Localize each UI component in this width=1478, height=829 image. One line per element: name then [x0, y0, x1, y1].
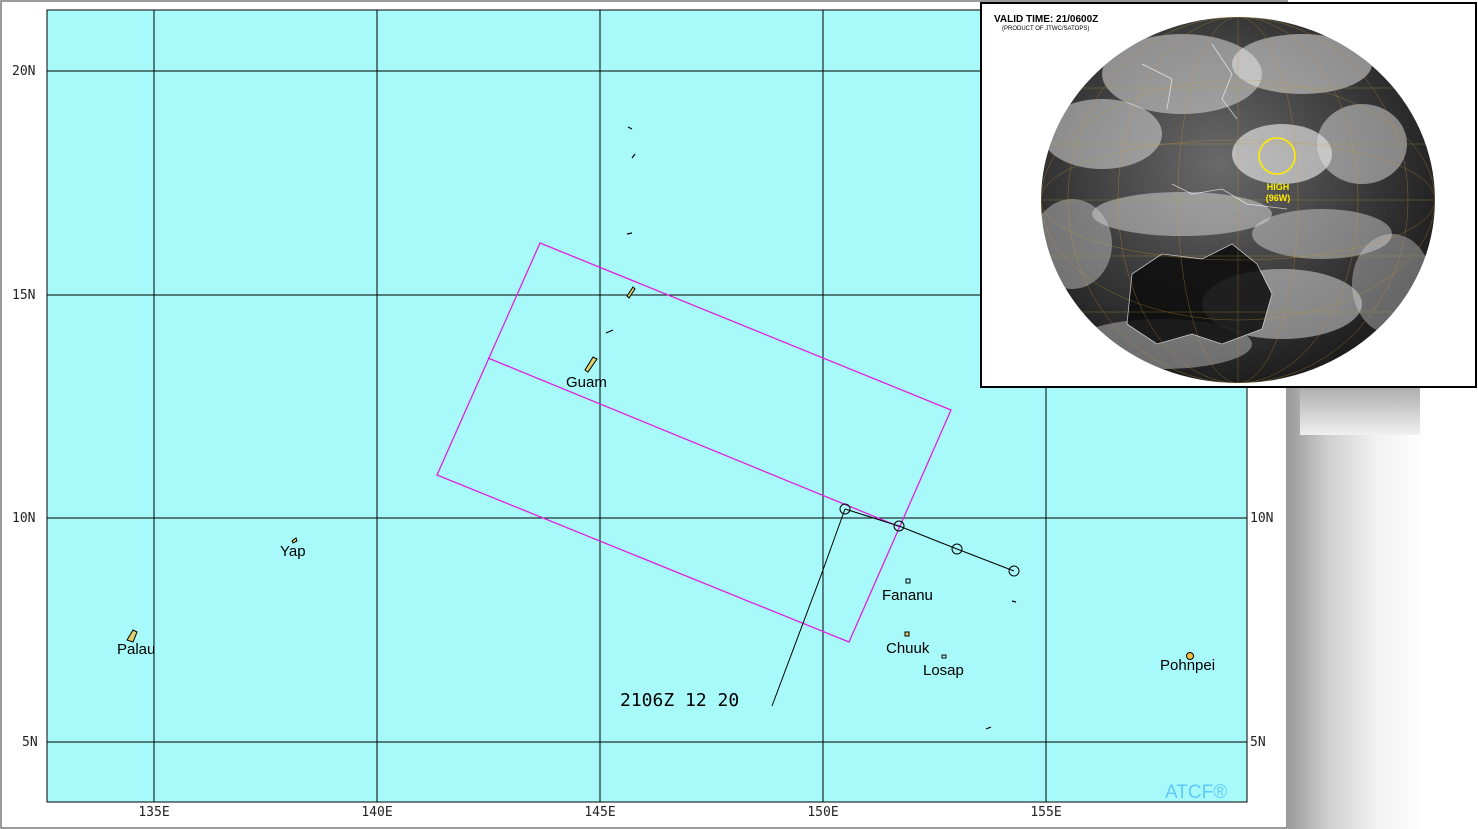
inset-drop-shadow-top — [1300, 385, 1420, 435]
track-point — [839, 503, 851, 515]
island-palau — [126, 629, 138, 643]
lat-label-right-10n: 10N — [1250, 511, 1273, 526]
place-label-losap: Losap — [923, 662, 964, 679]
island-mark — [631, 153, 636, 159]
inset-drop-shadow — [1288, 385, 1478, 829]
lon-label-145e: 145E — [584, 805, 615, 820]
valid-time-label: VALID TIME: 21/0600Z — [994, 14, 1099, 25]
island-guam — [584, 356, 598, 373]
invest-id-label: (96W) — [1266, 193, 1291, 203]
place-label-chuuk: Chuuk — [886, 640, 930, 657]
track-point — [1008, 565, 1020, 577]
lon-label-155e: 155E — [1030, 805, 1061, 820]
satellite-globe-image: HIGH (96W) — [1041, 17, 1435, 383]
place-label-guam: Guam — [566, 374, 607, 391]
place-label-pohnpei: Pohnpei — [1160, 657, 1215, 674]
warning-time-label: 2106Z 12 20 — [620, 690, 739, 711]
island-mark — [626, 232, 633, 235]
warning-leader-line — [771, 508, 846, 707]
place-label-fananu: Fananu — [882, 587, 933, 604]
lat-label-10n: 10N — [12, 511, 35, 526]
lat-label-5n: 5N — [22, 735, 38, 750]
island-losap — [941, 654, 947, 659]
invest-probability-label: HIGH — [1267, 182, 1290, 192]
place-label-palau: Palau — [117, 641, 155, 658]
invest-area-circle — [1258, 137, 1296, 175]
track-point — [893, 520, 905, 532]
formation-alert-box — [436, 242, 952, 643]
island-yap — [291, 537, 298, 544]
atcf-logo-text: ATCF® — [1165, 782, 1227, 803]
lon-label-135e: 135E — [138, 805, 169, 820]
lon-label-150e: 150E — [807, 805, 838, 820]
island-chuuk — [904, 631, 910, 637]
island-mark — [627, 126, 633, 130]
product-credit-label: (PRODUCT OF JTWC/SATOPS) — [1002, 26, 1090, 32]
island-fananu — [905, 578, 911, 584]
lat-label-15n: 15N — [12, 288, 35, 303]
track-point — [951, 543, 963, 555]
island-pohnpei — [1186, 652, 1194, 660]
island-mark — [605, 329, 614, 334]
formation-alert-centerline — [487, 357, 901, 528]
island-mark — [1011, 600, 1017, 603]
satellite-inset: VALID TIME: 21/0600Z (PRODUCT OF JTWC/SA… — [980, 2, 1477, 388]
lon-label-140e: 140E — [361, 805, 392, 820]
island-saipan — [626, 286, 636, 299]
place-label-yap: Yap — [280, 543, 306, 560]
lat-label-right-5n: 5N — [1250, 735, 1266, 750]
island-mark — [985, 726, 992, 730]
lat-label-20n: 20N — [12, 64, 35, 79]
storm-track — [844, 508, 1015, 572]
